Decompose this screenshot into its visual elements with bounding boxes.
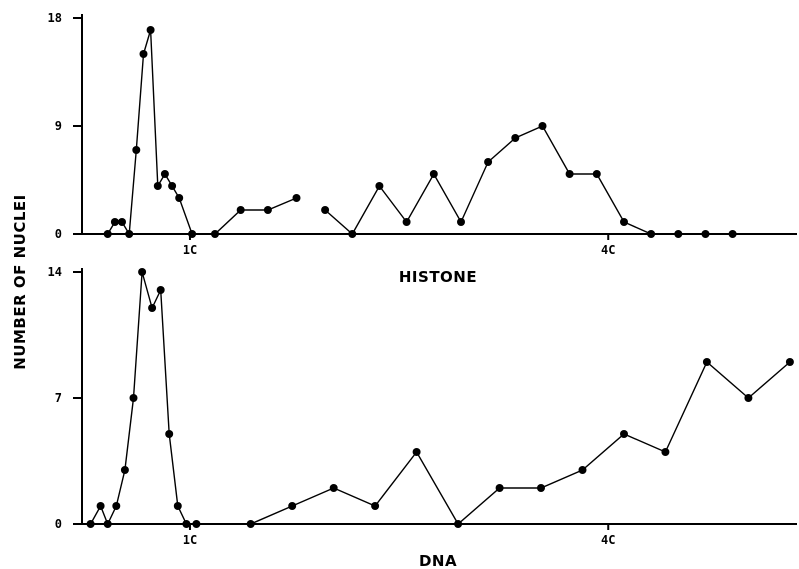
histone-data-point xyxy=(153,182,162,190)
histone-data-point xyxy=(375,182,384,190)
dna-data-point xyxy=(246,520,255,528)
histone-data-point xyxy=(211,230,219,238)
dna-data-point xyxy=(412,448,421,456)
histone-data-point xyxy=(620,218,628,226)
dna-data-point xyxy=(156,286,165,294)
histone-panel-label: HISTONE xyxy=(399,268,477,286)
histone-data-point xyxy=(701,230,710,238)
dna-data-point xyxy=(288,502,297,510)
dna-series-line xyxy=(89,271,197,526)
histone-data-point xyxy=(168,182,177,190)
dna-series-line xyxy=(250,360,791,526)
dna-data-point xyxy=(112,502,121,510)
histone-data-point xyxy=(429,170,438,178)
dna-y-tick-label: 7 xyxy=(55,391,62,405)
histone-data-point xyxy=(511,134,520,142)
histone-data-point xyxy=(110,218,119,226)
histone-data-point xyxy=(103,230,112,238)
dna-data-point xyxy=(744,394,753,402)
histone-data-point xyxy=(647,230,656,238)
dna-data-point xyxy=(578,466,587,474)
dna-data-point xyxy=(96,502,105,510)
histone-data-point xyxy=(160,170,169,178)
dna-y-tick-label: 14 xyxy=(48,265,62,279)
histone-x-tick-label: 4C xyxy=(601,243,615,257)
histone-data-point xyxy=(188,230,197,238)
dna-x-tick-label: 1C xyxy=(183,533,197,547)
histone-data-point xyxy=(236,206,245,214)
histone-data-point xyxy=(292,194,301,202)
dna-data-point xyxy=(148,304,157,312)
dna-data-point xyxy=(120,466,129,474)
histone-data-point xyxy=(484,158,493,166)
histone-data-point xyxy=(592,170,601,178)
dna-panel-label: DNA xyxy=(419,552,457,569)
histone-data-point xyxy=(565,170,574,178)
histone-data-point xyxy=(348,230,357,238)
histone-data-point xyxy=(146,26,155,34)
histone-y-tick-label: 18 xyxy=(48,11,62,25)
dna-data-point xyxy=(329,484,338,492)
histone-data-point xyxy=(175,194,184,202)
dna-data-point xyxy=(138,268,147,276)
histone-data-point xyxy=(728,230,737,238)
dna-data-point xyxy=(86,520,95,528)
histone-panel: 0 9 18 1C 4C xyxy=(48,11,797,257)
dna-y-tick-label: 0 xyxy=(55,517,62,531)
histone-data-point xyxy=(263,206,272,214)
dna-panel: 0 7 14 1C 4C xyxy=(48,265,797,547)
histone-data-point xyxy=(132,146,141,154)
histone-y-tick-label: 0 xyxy=(55,227,62,241)
dna-data-point xyxy=(371,502,380,510)
dna-data-point xyxy=(173,502,182,510)
histone-data-point xyxy=(457,218,465,226)
dna-data-point xyxy=(182,520,191,528)
dna-data-point xyxy=(661,448,670,456)
dna-x-tick-label: 4C xyxy=(601,533,615,547)
histone-data-point xyxy=(139,50,148,58)
histone-data-point xyxy=(321,206,330,214)
dna-data-point xyxy=(620,430,628,438)
dna-data-point xyxy=(165,430,174,438)
histone-data-point xyxy=(402,218,411,226)
histone-data-point xyxy=(125,230,134,238)
histone-data-point xyxy=(538,122,547,130)
dna-data-point xyxy=(785,358,794,366)
dna-data-point xyxy=(454,520,463,528)
y-axis-label: NUMBER OF NUCLEI xyxy=(11,194,29,369)
histone-series-line xyxy=(107,29,297,237)
dna-data-point xyxy=(702,358,711,366)
histone-data-point xyxy=(674,230,683,238)
histone-series-line xyxy=(324,125,733,236)
histone-y-tick-label: 9 xyxy=(55,119,62,133)
dna-data-point xyxy=(192,520,201,528)
dna-data-point xyxy=(129,394,138,402)
histone-x-tick-label: 1C xyxy=(183,243,197,257)
dna-data-point xyxy=(495,484,504,492)
dna-data-point xyxy=(537,484,545,492)
histone-data-point xyxy=(118,218,126,226)
dna-data-point xyxy=(103,520,112,528)
